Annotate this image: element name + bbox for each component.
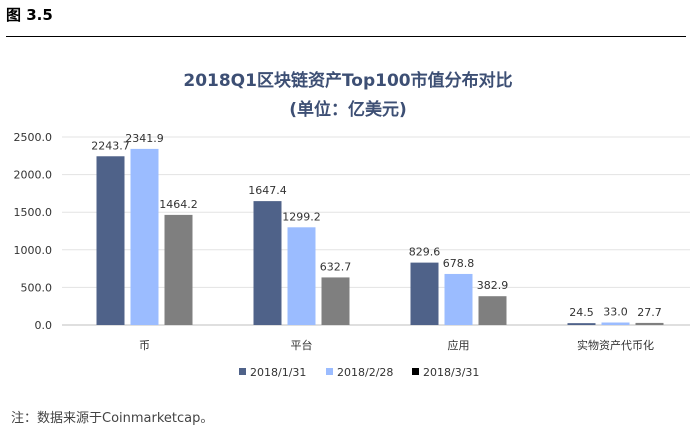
bar	[601, 322, 630, 325]
bar	[96, 156, 125, 325]
bar-value-label: 678.8	[443, 257, 475, 270]
bar-value-label: 1647.4	[248, 184, 287, 197]
bar-value-label: 27.7	[637, 306, 662, 319]
bar	[287, 227, 316, 325]
bar-value-label: 24.5	[569, 306, 594, 319]
bar	[635, 322, 664, 325]
x-tick-label: 应用	[448, 338, 470, 352]
bar-value-label: 1299.2	[282, 210, 321, 223]
figure-label: 图 3.5	[6, 6, 53, 24]
y-tick-label: 1000.0	[14, 244, 53, 257]
bar	[478, 296, 507, 325]
bar-value-label: 1464.2	[159, 198, 198, 211]
bar	[321, 277, 350, 325]
y-tick-label: 500.0	[21, 281, 53, 294]
bar-value-label: 632.7	[320, 260, 352, 273]
legend-label: 2018/2/28	[337, 366, 393, 379]
bar-value-label: 382.9	[477, 279, 509, 292]
bar	[410, 262, 439, 325]
chart-subtitle: (单位：亿美元)	[289, 100, 407, 120]
legend-label: 2018/1/31	[250, 366, 306, 379]
source-footnote: 注：数据来源于Coinmarketcap。	[11, 411, 214, 426]
y-tick-label: 1500.0	[14, 206, 53, 219]
legend-marker	[326, 368, 333, 375]
legend-marker	[239, 368, 246, 375]
y-tick-label: 2000.0	[14, 169, 53, 182]
chart-title: 2018Q1区块链资产Top100市值分布对比	[183, 71, 513, 91]
bar-value-label: 2243.7	[91, 139, 130, 152]
legend-marker	[412, 368, 419, 375]
bar	[567, 323, 596, 325]
x-tick-label: 币	[139, 339, 150, 352]
bar-value-label: 829.6	[409, 246, 441, 259]
y-tick-label: 2500.0	[14, 131, 53, 144]
y-tick-label: 0.0	[35, 319, 53, 332]
legend-label: 2018/3/31	[423, 366, 479, 379]
bar-value-label: 2341.9	[125, 132, 164, 145]
x-tick-label: 实物资产代币化	[577, 338, 654, 352]
top-divider	[6, 36, 686, 37]
bar-value-label: 33.0	[603, 306, 628, 319]
bar	[130, 148, 159, 325]
x-tick-label: 平台	[291, 338, 313, 352]
bar	[444, 273, 473, 325]
bar	[164, 214, 193, 325]
bar	[253, 201, 282, 325]
